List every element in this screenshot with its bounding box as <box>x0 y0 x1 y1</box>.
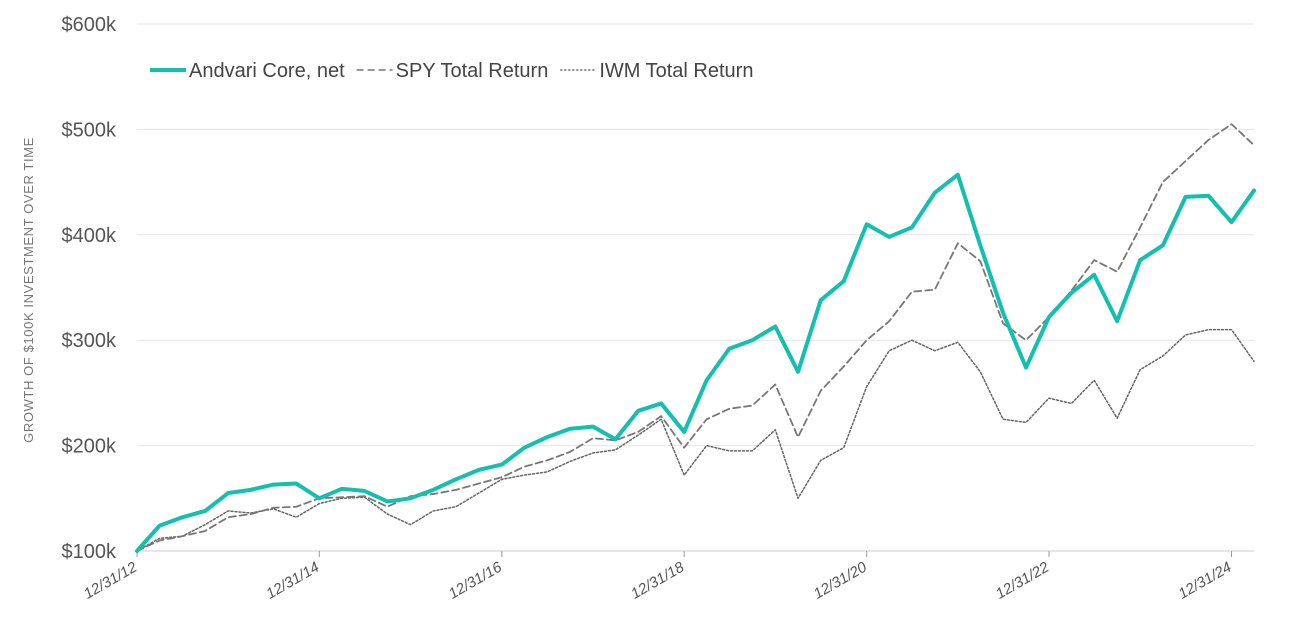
y-tick-label: $100k <box>62 541 117 563</box>
axes: $100k $200k $300k $400k $500k $600k 12/31/12 12… <box>62 14 1254 603</box>
legend-label: IWM Total Return <box>599 60 753 82</box>
series-lines <box>135 123 1256 553</box>
y-tick-label: $500k <box>62 119 117 141</box>
x-tick-label: 12/31/12 <box>81 558 141 602</box>
y-tick-label: $200k <box>62 436 117 458</box>
y-axis-label: GROWTH OF $100K INVESTMENT OVER TIME <box>21 137 36 443</box>
legend-label: SPY Total Return <box>396 60 549 82</box>
legend-label: Andvari Core, net <box>189 60 345 82</box>
grid-lines <box>137 23 1254 447</box>
y-tick-label: $400k <box>62 225 117 247</box>
x-tick-label: 12/31/24 <box>1175 559 1234 603</box>
x-tick-label: 12/31/14 <box>263 559 322 603</box>
series-line-iwm-total-return <box>136 328 1255 552</box>
y-tick-label: $600k <box>62 14 117 36</box>
x-tick-label: 12/31/22 <box>993 558 1053 602</box>
series-line-andvari-core-net <box>135 172 1256 553</box>
legend: Andvari Core, net SPY Total Return IWM Tot… <box>150 60 753 82</box>
x-tick-label: 12/31/16 <box>446 558 506 602</box>
x-tick-label: 12/31/20 <box>811 558 871 602</box>
x-tick-label: 12/31/18 <box>628 558 688 602</box>
y-tick-label: $300k <box>62 330 117 352</box>
